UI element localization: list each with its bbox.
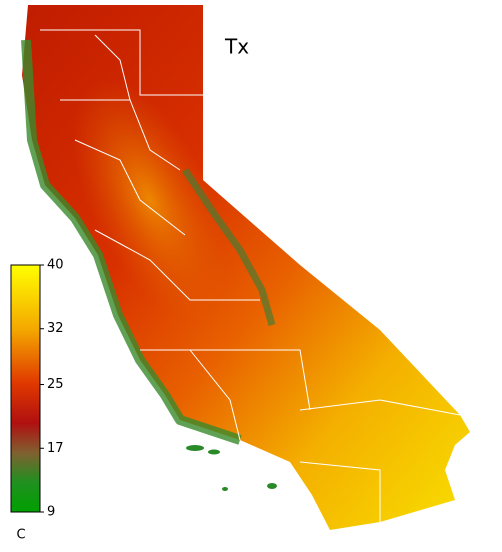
state-map — [21, 5, 470, 530]
colorbar-tick-label: 40 — [47, 258, 64, 273]
island — [267, 483, 277, 489]
sierra-green — [182, 168, 276, 326]
coast-green — [21, 39, 242, 445]
island — [208, 449, 220, 455]
colorbar-tick-label: 25 — [47, 377, 64, 392]
map-title: Tx — [224, 35, 249, 59]
colorbar-tick-label: 32 — [47, 321, 64, 336]
valley-heat — [72, 79, 228, 321]
colorbar-gradient — [10, 264, 41, 513]
island — [186, 445, 204, 451]
colorbar-tick-label: 9 — [47, 505, 55, 520]
colorbar: 40 32 25 17 9 — [10, 258, 64, 520]
island — [222, 487, 228, 491]
colorbar-unit: C — [16, 528, 25, 543]
colorbar-tick-label: 17 — [47, 441, 64, 456]
county-lines — [40, 29, 461, 522]
